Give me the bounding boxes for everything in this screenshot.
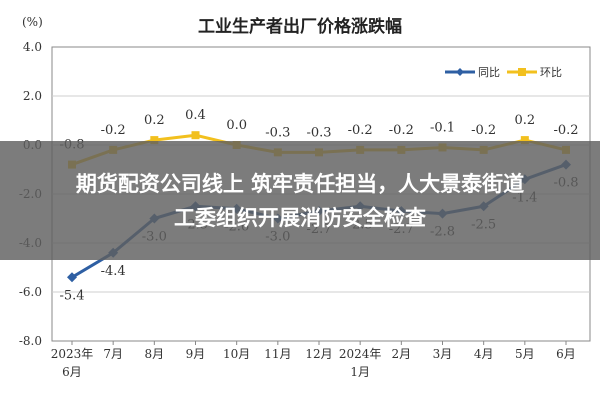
- y-tick-label: 4.0: [23, 40, 42, 54]
- x-tick-label: 7月: [103, 347, 123, 361]
- x-tick-label: 11月: [264, 347, 291, 361]
- data-label-0: -4.4: [101, 264, 126, 279]
- x-tick-label: 3月: [433, 347, 453, 361]
- y-tick-label: 2.0: [23, 89, 42, 103]
- x-tick-label: 9月: [186, 347, 206, 361]
- y-tick-label: -8.0: [19, 334, 42, 348]
- legend-label-0: 同比: [478, 66, 500, 79]
- data-label-1: 0.4: [185, 108, 206, 123]
- data-label-1: -0.2: [348, 123, 373, 138]
- x-tick-label: 8月: [145, 347, 165, 361]
- series-point-1: [150, 136, 159, 145]
- series-point-1: [520, 136, 529, 145]
- data-label-1: -0.2: [101, 123, 126, 138]
- x-tick-label: 4月: [474, 347, 494, 361]
- banner-line-2: 工委组织开展消防安全检查: [174, 205, 426, 230]
- data-label-1: -0.2: [389, 123, 414, 138]
- legend-label-1: 环比: [540, 66, 562, 79]
- x-tick-label: 2024年: [339, 347, 382, 361]
- x-tick-label: 6月: [62, 365, 82, 379]
- series-point-0: [67, 272, 77, 283]
- y-tick-label: -6.0: [19, 285, 42, 299]
- series-point-1: [191, 131, 200, 140]
- overlay-banner: 期货配资公司线上 筑牢责任担当，人大景泰街道 工委组织开展消防安全检查: [0, 141, 600, 260]
- legend-marker-1: [518, 68, 526, 76]
- chart-title: 工业生产者出厂价格涨跌幅: [198, 16, 402, 37]
- data-label-1: 0.2: [144, 113, 165, 128]
- data-label-1: -0.3: [306, 125, 331, 140]
- x-tick-label: 1月: [350, 365, 370, 379]
- x-tick-label: 5月: [515, 347, 535, 361]
- x-tick-label: 2月: [392, 347, 412, 361]
- data-label-1: -0.2: [553, 123, 578, 138]
- data-label-1: 0.0: [226, 118, 247, 133]
- banner-line-1: 期货配资公司线上 筑牢责任担当，人大景泰街道: [75, 171, 525, 196]
- data-label-0: -5.4: [59, 288, 84, 303]
- y-unit-label: (%): [22, 15, 43, 29]
- x-tick-label: 10月: [223, 347, 250, 361]
- x-tick-label: 2023年: [51, 347, 94, 361]
- legend: 同比 环比: [445, 66, 562, 79]
- data-label-1: -0.3: [265, 125, 290, 140]
- data-label-1: 0.2: [514, 113, 535, 128]
- data-label-1: -0.1: [430, 120, 455, 135]
- data-label-1: -0.2: [471, 123, 496, 138]
- x-tick-label: 6月: [556, 347, 576, 361]
- x-tick-label: 12月: [305, 347, 332, 361]
- legend-marker-0: [456, 68, 464, 76]
